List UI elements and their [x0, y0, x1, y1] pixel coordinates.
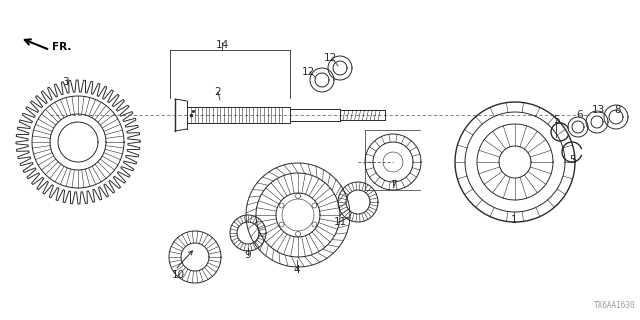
Text: 1: 1 — [511, 215, 517, 225]
Text: 2: 2 — [214, 87, 221, 97]
Text: 13: 13 — [591, 105, 605, 115]
Text: 12: 12 — [301, 67, 315, 77]
Text: 10: 10 — [172, 270, 184, 280]
Text: 4: 4 — [294, 265, 300, 275]
Text: 3: 3 — [61, 77, 68, 87]
Text: 11: 11 — [333, 217, 347, 227]
Text: 6: 6 — [577, 110, 583, 120]
Text: FR.: FR. — [52, 42, 72, 52]
Text: 12: 12 — [323, 53, 337, 63]
Text: 9: 9 — [244, 250, 252, 260]
Text: TX6AA1630: TX6AA1630 — [594, 301, 636, 310]
Text: 14: 14 — [216, 40, 228, 50]
Text: 7: 7 — [390, 180, 396, 190]
Text: 5: 5 — [570, 155, 576, 165]
Text: 5: 5 — [553, 115, 559, 125]
Text: 8: 8 — [614, 105, 621, 115]
